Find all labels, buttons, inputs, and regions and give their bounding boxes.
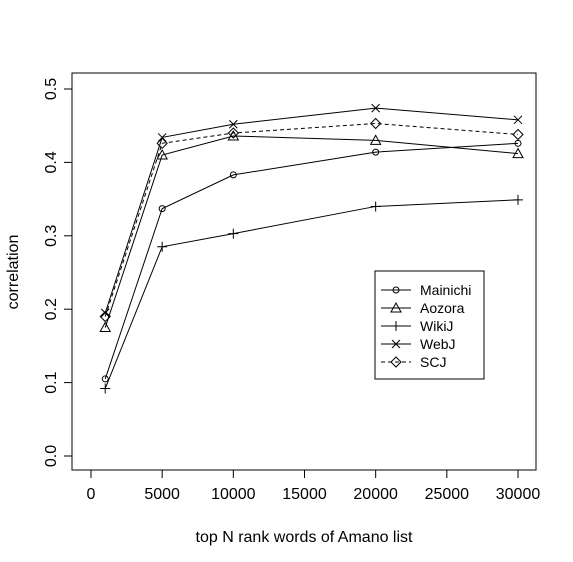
x-axis-title: top N rank words of Amano list — [196, 529, 414, 546]
data-point-aozora — [369, 134, 382, 145]
legend-label: Mainichi — [420, 282, 471, 298]
data-point-aozora — [156, 149, 169, 160]
series-wikij — [100, 194, 523, 394]
legend-label: Aozora — [420, 300, 465, 316]
y-tick-label: 0.5 — [43, 78, 60, 100]
series-mainichi — [101, 139, 522, 383]
x-axis: 0 5000 10000 15000 20000 25000 30000 — [87, 469, 541, 503]
data-point-wikij — [370, 201, 381, 212]
legend-marker-webj — [391, 339, 401, 349]
data-point-scj — [369, 117, 382, 130]
legend-label: WikiJ — [420, 318, 453, 334]
series-layer — [99, 103, 524, 394]
data-point-aozora — [99, 321, 112, 333]
series-line-aozora — [104, 135, 519, 328]
data-point-webj — [513, 115, 523, 125]
x-tick-label: 30000 — [496, 486, 541, 503]
data-point-mainichi — [101, 375, 109, 383]
x-tick-label: 25000 — [425, 486, 470, 503]
data-point-scj — [99, 310, 111, 323]
data-point-wikij — [157, 241, 168, 252]
data-point-webj — [157, 133, 167, 142]
legend-item-webj: WebJ — [381, 336, 456, 352]
legend-marker-aozora — [390, 301, 402, 313]
x-tick-label: 5000 — [144, 486, 180, 503]
legend: Mainichi Aozora WikiJ WebJ SCJ — [374, 270, 485, 380]
legend-marker-wikij — [391, 321, 401, 331]
data-point-wikij — [100, 383, 111, 394]
data-point-webj — [371, 103, 381, 113]
series-line-mainichi — [104, 142, 519, 380]
series-line-scj — [104, 122, 519, 317]
data-point-webj — [100, 308, 110, 318]
y-tick-label: 0.0 — [43, 445, 60, 467]
legend-marker-mainichi — [392, 286, 400, 294]
data-point-mainichi — [372, 148, 380, 156]
data-point-scj — [512, 128, 524, 141]
data-point-aozora — [512, 147, 524, 159]
legend-item-aozora: Aozora — [381, 300, 465, 316]
data-point-mainichi — [158, 205, 166, 213]
data-point-wikij — [228, 228, 239, 239]
x-tick-label: 0 — [87, 486, 96, 503]
y-axis-title: correlation — [5, 235, 22, 310]
legend-label: SCJ — [420, 354, 446, 370]
series-scj — [99, 117, 524, 323]
y-tick-label: 0.3 — [43, 225, 60, 247]
legend-marker-scj — [390, 356, 402, 368]
y-axis: 0.0 0.1 0.2 0.3 0.4 0.5 — [43, 78, 73, 467]
series-webj — [100, 103, 523, 318]
y-tick-label: 0.2 — [43, 298, 60, 320]
legend-item-wikij: WikiJ — [381, 318, 453, 334]
x-tick-label: 10000 — [211, 486, 256, 503]
y-tick-label: 0.1 — [43, 371, 60, 393]
data-point-wikij — [513, 194, 523, 205]
x-tick-label: 15000 — [282, 486, 327, 503]
data-point-webj — [228, 119, 238, 129]
x-tick-label: 20000 — [353, 486, 398, 503]
data-point-mainichi — [229, 171, 237, 179]
legend-item-mainichi: Mainichi — [381, 282, 471, 298]
data-point-scj — [227, 127, 240, 139]
y-tick-label: 0.4 — [43, 151, 60, 173]
legend-item-scj: SCJ — [381, 354, 446, 370]
data-point-mainichi — [514, 139, 522, 147]
data-point-scj — [156, 137, 168, 150]
legend-label: WebJ — [420, 336, 456, 352]
